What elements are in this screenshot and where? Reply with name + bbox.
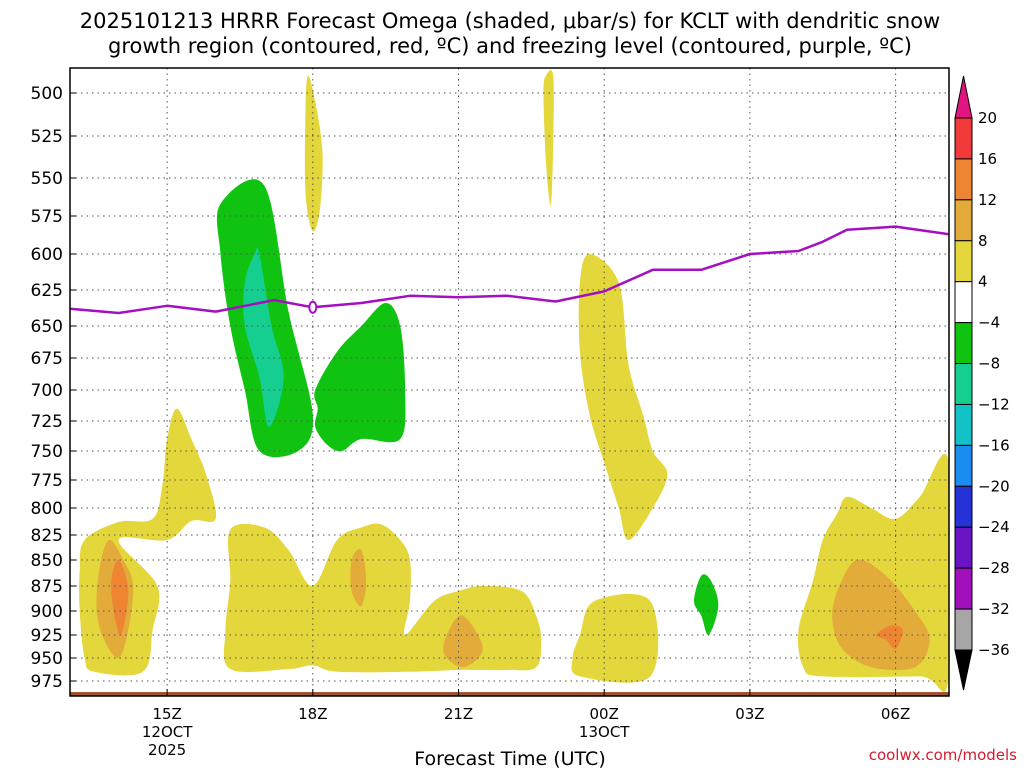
y-tick-label: 575 [31, 207, 63, 227]
omega-region-9 [111, 559, 129, 636]
x-tick-label: 00Z [590, 705, 619, 723]
colorbar-swatch [954, 158, 973, 201]
x-tick-date: 13OCT [579, 723, 630, 741]
colorbar-label: 20 [978, 109, 997, 127]
colorbar-swatch [954, 117, 973, 160]
y-tick-label: 775 [31, 471, 63, 491]
x-tick-date: 12OCT [142, 723, 193, 741]
colorbar-label: 12 [978, 191, 997, 209]
x-axis-label: Forecast Time (UTC) [414, 748, 605, 768]
y-tick-label: 975 [31, 672, 63, 692]
colorbar-label: −4 [978, 314, 1000, 332]
y-tick-label: 750 [31, 442, 63, 462]
omega-region-4 [243, 247, 284, 427]
x-tick-year: 2025 [148, 741, 186, 759]
y-tick-label: 900 [31, 602, 63, 622]
x-tick-label: 21Z [444, 705, 473, 723]
colorbar-swatch [954, 240, 973, 283]
y-tick-label: 675 [31, 349, 63, 369]
y-tick-label: 800 [31, 499, 63, 519]
omega-region-11 [350, 549, 367, 607]
y-tick-label: 500 [31, 84, 63, 104]
colorbar: 20 16 12 8 4 −4 −8 −12 −16 −20 −24 −28 −32 −36 [954, 75, 1010, 691]
chart-title-line2: growth region (contoured, red, ºC) and f… [108, 34, 912, 58]
surface-ground [70, 692, 949, 696]
colorbar-label: −12 [978, 395, 1010, 413]
omega-region-17 [876, 625, 903, 649]
y-tick-label: 850 [31, 551, 63, 571]
omega-region-2 [543, 70, 554, 206]
omega-region-16 [832, 559, 930, 671]
colorbar-label: 4 [978, 273, 988, 291]
y-tick-label: 650 [31, 317, 63, 337]
gridlines [70, 68, 949, 696]
y-tick-label: 600 [31, 245, 63, 265]
colorbar-swatch [954, 322, 973, 365]
y-tick-label: 550 [31, 169, 63, 189]
colorbar-label: −16 [978, 436, 1010, 454]
colorbar-label: 16 [978, 150, 997, 168]
colorbar-label: −28 [978, 559, 1010, 577]
plot-frame [69, 67, 950, 697]
colorbar-swatch [954, 403, 973, 446]
colorbar-label: 8 [978, 232, 988, 250]
freezing-level-line [69, 225, 950, 315]
y-tick-label: 725 [31, 412, 63, 432]
colorbar-swatch [954, 608, 973, 651]
y-axis-ticks: 500 525 550 575 600 625 650 675 700 725 750 775 800 8… [31, 84, 76, 692]
colorbar-label: −36 [978, 641, 1010, 659]
y-tick-label: 925 [31, 626, 63, 646]
colorbar-label: −32 [978, 600, 1010, 618]
chart-title-line1: 2025101213 HRRR Forecast Omega (shaded, … [80, 9, 940, 33]
omega-region-5 [314, 303, 406, 452]
y-tick-label: 625 [31, 281, 63, 301]
x-tick-label: 15Z [152, 705, 181, 723]
y-tick-label: 950 [31, 649, 63, 669]
freezing-level-layer [69, 225, 950, 315]
y-tick-label: 525 [31, 127, 63, 147]
colorbar-swatch [954, 363, 973, 405]
colorbar-swatch [954, 485, 973, 528]
x-tick-label: 18Z [298, 705, 327, 723]
omega-region-12 [443, 615, 483, 668]
colorbar-swatch [954, 567, 973, 610]
colorbar-swatch [954, 199, 973, 242]
colorbar-label: −8 [978, 355, 1000, 373]
colorbar-label: −20 [978, 477, 1010, 495]
y-tick-label: 825 [31, 526, 63, 546]
colorbar-bottom-arrow [954, 649, 973, 691]
colorbar-swatch [954, 444, 973, 487]
y-tick-label: 700 [31, 381, 63, 401]
y-tick-label: 875 [31, 577, 63, 597]
colorbar-swatch [954, 281, 973, 324]
ground-layer [70, 692, 949, 696]
omega-region-1 [304, 75, 323, 232]
colorbar-swatch [954, 526, 973, 569]
x-tick-label: 06Z [881, 705, 910, 723]
omega-region-6 [578, 254, 668, 540]
credit-text: coolwx.com/models [869, 746, 1017, 764]
omega-region-14 [694, 574, 719, 636]
x-tick-label: 03Z [735, 705, 764, 723]
omega-region-13 [571, 593, 659, 683]
colorbar-label: −24 [978, 518, 1010, 536]
freezing-level-label-marker [308, 300, 318, 314]
